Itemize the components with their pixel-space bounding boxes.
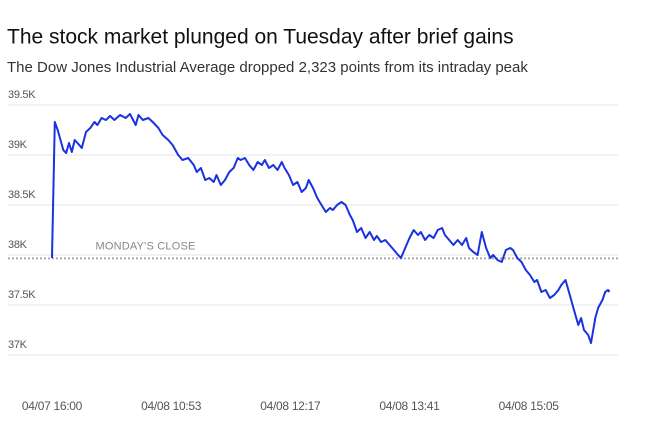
- x-tick-label: 04/08 10:53: [141, 399, 202, 413]
- y-tick-label: 38.5K: [8, 189, 36, 201]
- x-tick-label: 04/07 16:00: [22, 399, 83, 413]
- chart-title: The stock market plunged on Tuesday afte…: [7, 26, 514, 49]
- y-tick-label: 39.5K: [8, 89, 36, 101]
- y-tick-label: 37K: [8, 339, 28, 351]
- chart-subtitle: The Dow Jones Industrial Average dropped…: [7, 59, 528, 76]
- y-tick-label: 37.5K: [8, 289, 36, 301]
- y-tick-label: 38K: [8, 239, 28, 251]
- x-tick-label: 04/08 12:17: [260, 399, 321, 413]
- line: [51, 113, 611, 344]
- x-tick-label: 04/08 15:05: [499, 399, 560, 413]
- y-tick-label: 39K: [8, 139, 28, 151]
- reference-label: MONDAY'S CLOSE: [96, 240, 196, 252]
- x-tick-label: 04/08 13:41: [379, 399, 440, 413]
